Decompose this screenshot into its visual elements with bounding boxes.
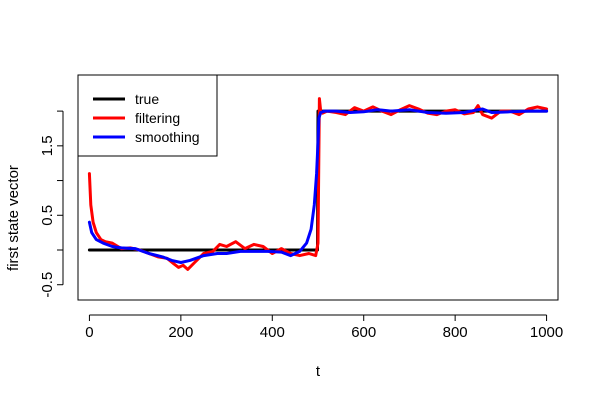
legend-label-smoothing: smoothing	[135, 129, 200, 145]
x-tick-label: 0	[85, 324, 93, 341]
x-axis: 0 200 400 600 800 1000	[85, 314, 563, 341]
x-axis-label: t	[316, 363, 321, 380]
y-tick-label: -0.5	[39, 272, 56, 298]
legend-label-filtering: filtering	[135, 110, 180, 126]
y-tick-label: 1.5	[39, 135, 56, 156]
x-tick-label: 800	[443, 324, 468, 341]
x-tick-label: 1000	[530, 324, 563, 341]
plot-frame	[77, 74, 559, 301]
y-tick-label: 0.5	[39, 205, 56, 226]
x-tick-label: 600	[351, 324, 376, 341]
legend-label-true: true	[135, 91, 159, 107]
plot-lines	[87, 97, 549, 271]
series-line-smoothing	[87, 107, 549, 264]
x-tick-label: 400	[260, 324, 285, 341]
legend-box	[77, 74, 218, 157]
x-tick-label: 200	[168, 324, 193, 341]
y-axis-label: first state vector	[5, 165, 22, 271]
legend: true filtering smoothing	[77, 74, 218, 157]
y-axis: -0.5 0.5 1.5	[39, 110, 64, 298]
